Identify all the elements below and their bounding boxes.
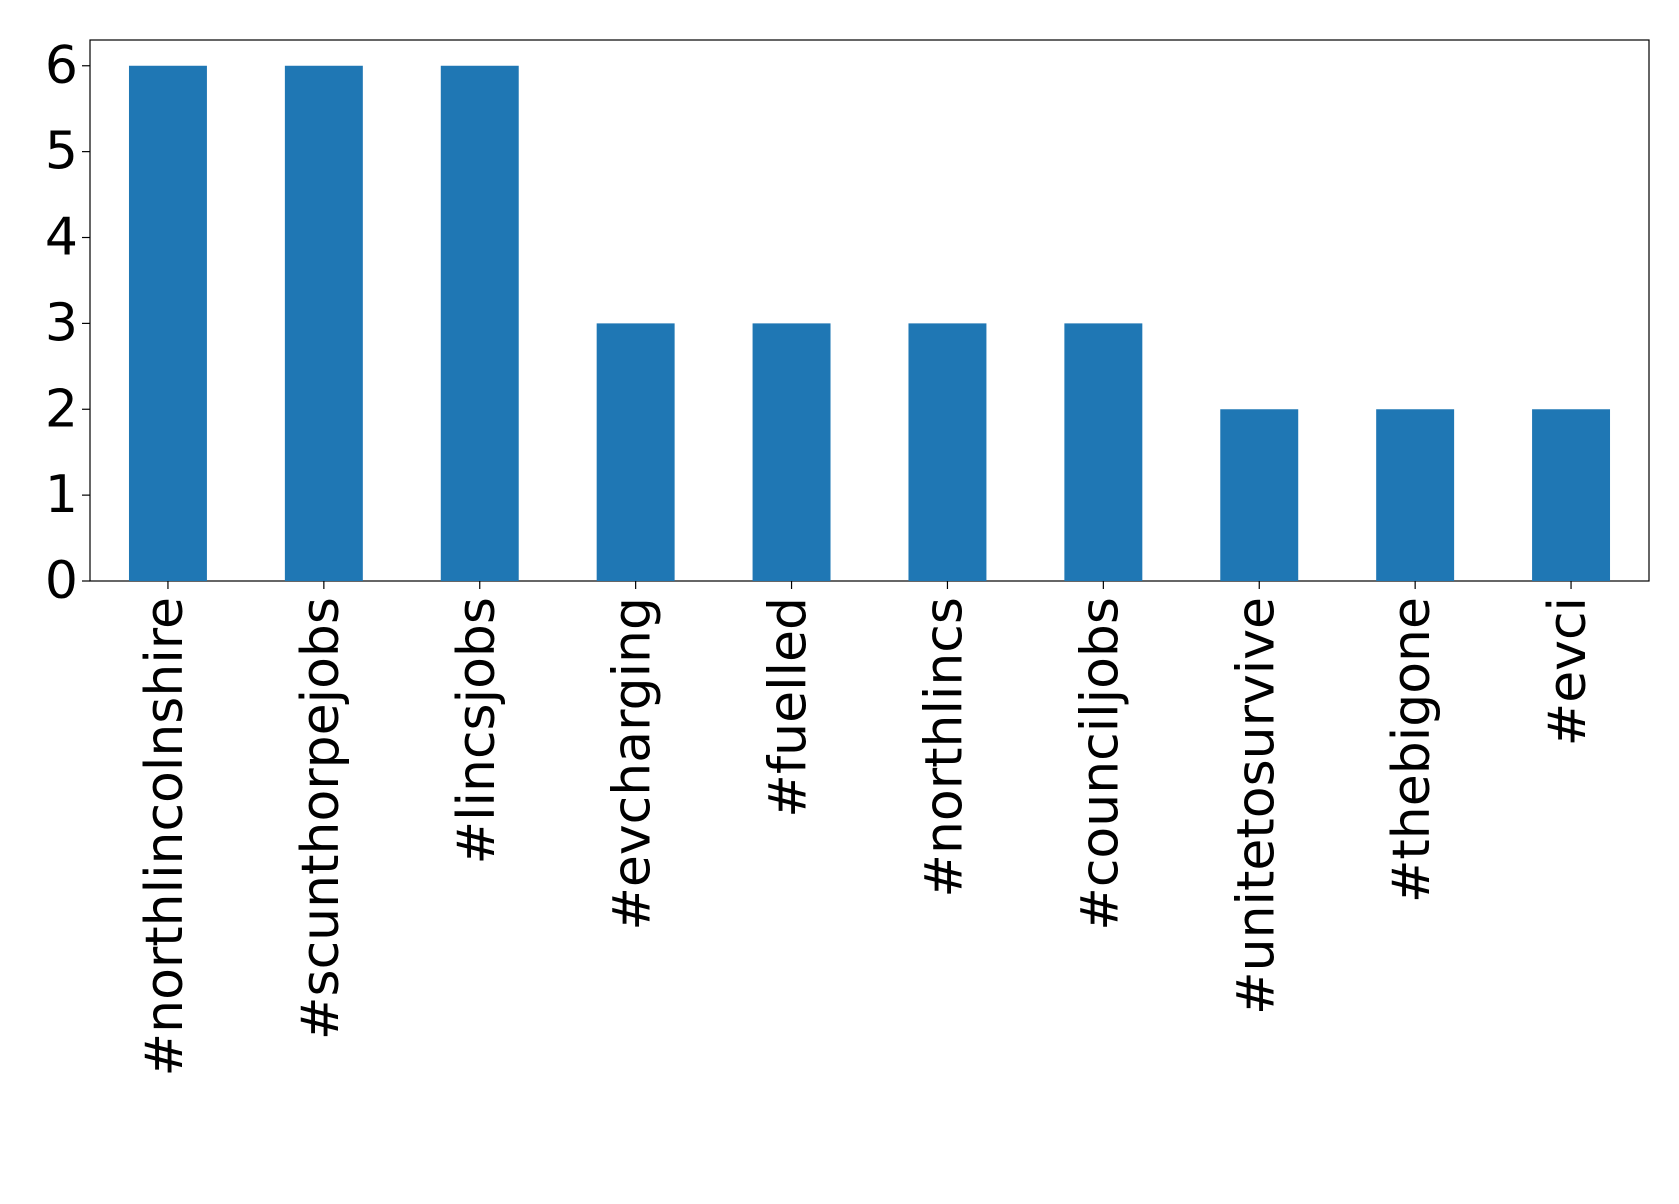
plot-frame — [89, 39, 1650, 582]
bar — [1376, 409, 1455, 581]
x-tick-label: #thebigone — [1382, 597, 1442, 903]
y-tick-label: 2 — [45, 379, 78, 439]
bar — [440, 65, 519, 581]
bar — [284, 65, 363, 581]
bar — [596, 323, 675, 581]
x-tick-label: #fuelled — [759, 597, 819, 818]
bar — [1532, 409, 1611, 581]
bar — [752, 323, 831, 581]
y-tick-label: 0 — [45, 551, 78, 611]
bar — [1064, 323, 1143, 581]
y-tick-label: 6 — [45, 36, 78, 96]
x-tick-label: #northlincs — [914, 597, 974, 898]
bar — [1220, 409, 1299, 581]
x-tick-label: #evci — [1538, 597, 1598, 746]
x-tick-label: #evcharging — [603, 597, 663, 931]
x-tick-label: #northlincolnshire — [135, 597, 195, 1076]
x-tick-label: #unitetosurvive — [1226, 597, 1286, 1015]
bar — [908, 323, 987, 581]
y-tick-label: 1 — [45, 465, 78, 525]
bar — [128, 65, 207, 581]
x-tick-label: #scunthorpejobs — [291, 597, 351, 1040]
x-tick-label: #lincsjobs — [447, 597, 507, 864]
y-tick-label: 3 — [45, 293, 78, 353]
y-tick-label: 4 — [45, 208, 78, 268]
y-tick-label: 5 — [45, 122, 78, 182]
x-tick-label: #counciljobs — [1070, 597, 1130, 931]
